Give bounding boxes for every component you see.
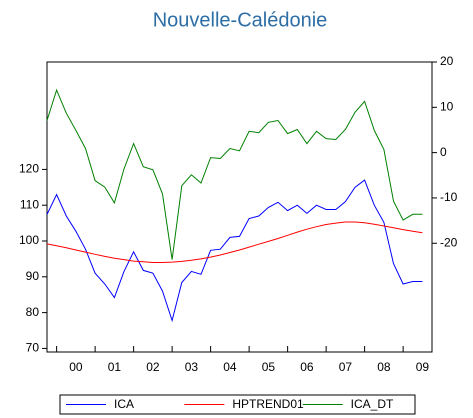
x-tick-label: 06 xyxy=(300,360,314,374)
x-tick-label: 08 xyxy=(377,360,391,374)
y2-tick-label: 10 xyxy=(440,99,454,113)
legend-label: HPTREND01 xyxy=(232,397,304,411)
x-tick-label: 04 xyxy=(223,360,237,374)
y2-tick-label: 20 xyxy=(440,54,454,68)
x-tick-label: 03 xyxy=(185,360,199,374)
x-tick-label: 09 xyxy=(416,360,430,374)
x-tick-label: 01 xyxy=(108,360,122,374)
x-tick-label: 00 xyxy=(69,360,83,374)
series-line xyxy=(46,179,423,323)
y2-tick-label: -10 xyxy=(440,190,458,204)
y2-tick-label: -20 xyxy=(440,235,458,249)
x-tick-label: 05 xyxy=(262,360,276,374)
chart-title: Nouvelle-Calédonie xyxy=(153,9,328,31)
y-tick-label: 70 xyxy=(26,341,40,355)
x-tick-label: 02 xyxy=(146,360,160,374)
y-tick-label: 90 xyxy=(26,269,40,283)
legend-label: ICA xyxy=(114,397,134,411)
series-line xyxy=(46,88,423,260)
legend-label: ICA_DT xyxy=(351,397,394,411)
y-tick-label: 110 xyxy=(20,197,39,211)
y-tick-label: 80 xyxy=(26,305,40,319)
y2-tick-label: 0 xyxy=(440,145,447,159)
y-tick-label: 100 xyxy=(19,233,39,247)
plot-frame xyxy=(46,61,433,353)
series-line xyxy=(46,221,423,263)
x-tick-label: 07 xyxy=(339,360,353,374)
legend-box xyxy=(59,394,416,415)
y-tick-label: 120 xyxy=(19,162,39,176)
